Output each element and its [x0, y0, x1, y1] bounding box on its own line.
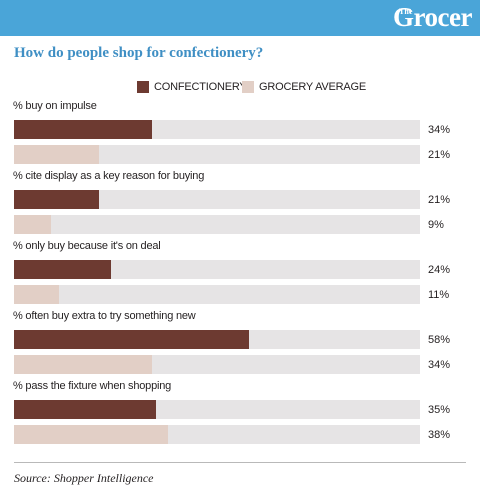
- bar-grocery-average: [14, 425, 168, 444]
- bar-track: [14, 285, 420, 304]
- value-label-grocery-average: 38%: [428, 429, 451, 441]
- bar-track: [14, 355, 420, 374]
- bar-track: [14, 330, 420, 349]
- category-label: % only buy because it's on deal: [13, 240, 161, 252]
- bar-track: [14, 215, 420, 234]
- grocer-logo: The Grocer: [393, 2, 472, 32]
- value-label-grocery-average: 9%: [428, 219, 444, 231]
- source-note: Source: Shopper Intelligence: [14, 471, 154, 485]
- bar-grocery-average: [14, 215, 51, 234]
- value-label-confectionery: 24%: [428, 264, 451, 276]
- bar-track: [14, 425, 420, 444]
- bar-confectionery: [14, 120, 152, 139]
- bar-confectionery: [14, 190, 99, 209]
- bar-grocery-average: [14, 355, 152, 374]
- category-label: % buy on impulse: [13, 100, 97, 112]
- category-label: % often buy extra to try something new: [13, 310, 196, 322]
- bar-track: [14, 260, 420, 279]
- legend-swatch-grocery-average: [242, 81, 254, 93]
- value-label-grocery-average: 21%: [428, 149, 451, 161]
- category-label: % pass the fixture when shopping: [13, 380, 172, 392]
- value-label-confectionery: 58%: [428, 334, 451, 346]
- bar-confectionery: [14, 330, 249, 349]
- bar-confectionery: [14, 400, 156, 419]
- value-label-grocery-average: 34%: [428, 359, 451, 371]
- logo-small-text: The: [399, 7, 413, 16]
- chart-title: How do people shop for confectionery?: [14, 45, 264, 61]
- logo-main-text: Grocer: [393, 2, 472, 32]
- value-label-confectionery: 21%: [428, 194, 451, 206]
- footer-divider: [14, 462, 466, 463]
- bar-track: [14, 400, 420, 419]
- value-label-grocery-average: 11%: [428, 289, 450, 301]
- value-label-confectionery: 35%: [428, 404, 451, 416]
- bar-grocery-average: [14, 285, 59, 304]
- bar-track: [14, 190, 420, 209]
- bar-track: [14, 145, 420, 164]
- bar-confectionery: [14, 260, 111, 279]
- header-banner: The Grocer: [0, 0, 480, 36]
- legend-label-confectionery: CONFECTIONERY: [154, 81, 247, 93]
- legend-label-grocery-average: GROCERY AVERAGE: [259, 81, 367, 93]
- chart-legend: CONFECTIONERY GROCERY AVERAGE: [0, 80, 480, 94]
- bar-grocery-average: [14, 145, 99, 164]
- category-label: % cite display as a key reason for buyin…: [13, 170, 205, 182]
- value-label-confectionery: 34%: [428, 124, 451, 136]
- bar-track: [14, 120, 420, 139]
- legend-swatch-confectionery: [137, 81, 149, 93]
